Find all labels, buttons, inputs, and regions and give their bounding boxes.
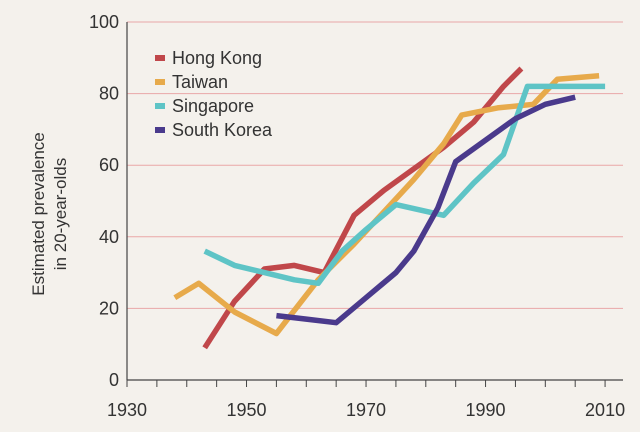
y-axis-title-line-1: Estimated prevalence bbox=[29, 132, 48, 295]
y-axis-title-line-2: in 20-year-olds bbox=[51, 158, 70, 270]
legend-label: South Korea bbox=[172, 120, 273, 140]
series-lines bbox=[173, 66, 606, 350]
x-tick-label: 1950 bbox=[226, 400, 266, 420]
legend-label: Taiwan bbox=[172, 72, 228, 92]
y-tick-label: 80 bbox=[99, 84, 119, 104]
series-line-taiwan bbox=[173, 72, 600, 337]
y-tick-label: 0 bbox=[109, 370, 119, 390]
series-line-singapore bbox=[203, 83, 606, 287]
legend-label: Singapore bbox=[172, 96, 254, 116]
series-line-south-korea bbox=[276, 94, 576, 326]
x-tick-label: 1930 bbox=[107, 400, 147, 420]
y-tick-label: 60 bbox=[99, 155, 119, 175]
y-tick-label: 20 bbox=[99, 298, 119, 318]
x-tick-label: 2010 bbox=[585, 400, 625, 420]
y-tick-label: 40 bbox=[99, 227, 119, 247]
legend: Hong Kong Taiwan Singapore South Korea bbox=[155, 48, 273, 140]
series-line-hong-kong bbox=[202, 66, 524, 350]
axes: 0 20 40 60 80 100 1930 1950 1970 1990 2010 bbox=[89, 12, 625, 420]
legend-label: Hong Kong bbox=[172, 48, 262, 68]
x-tick-label: 1990 bbox=[466, 400, 506, 420]
x-tick-label: 1970 bbox=[346, 400, 386, 420]
y-tick-label: 100 bbox=[89, 12, 119, 32]
